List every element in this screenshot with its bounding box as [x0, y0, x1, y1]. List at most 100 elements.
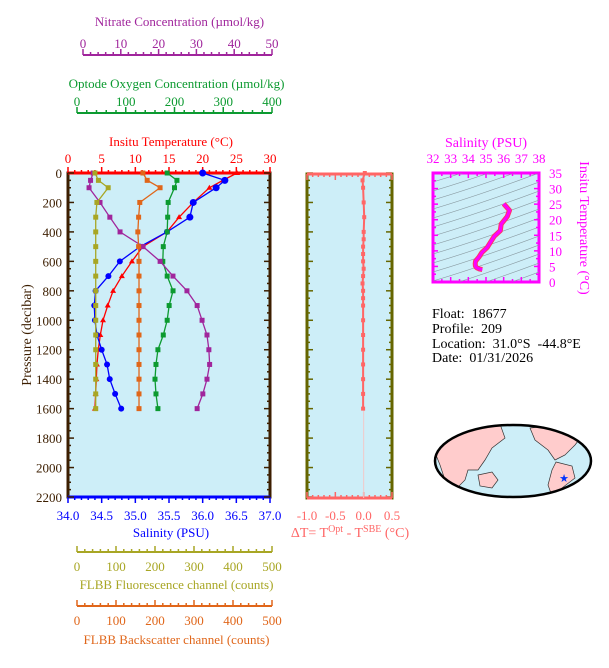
- backscatter-point: [136, 391, 142, 397]
- backscatter-point: [157, 185, 163, 191]
- oxygen-point: [153, 391, 159, 397]
- delta-t-point: [361, 333, 366, 337]
- fluorescence-point: [93, 229, 99, 235]
- delta-tick-label: -0.5: [325, 508, 346, 523]
- delta-t-axis-label: ΔT= TOpt - TSBE (°C): [291, 524, 410, 541]
- oxygen-point: [160, 332, 166, 338]
- backscatter-point: [140, 170, 146, 176]
- delta-t-point: [361, 288, 366, 293]
- temperature-point: [104, 302, 111, 308]
- temperature-tick-label: 30: [264, 151, 277, 166]
- density-contour: [433, 236, 539, 272]
- backscatter-point: [137, 199, 143, 205]
- pressure-tick-label: 800: [43, 284, 63, 299]
- delta-t-point: [361, 318, 366, 323]
- oxygen-point: [170, 288, 176, 294]
- nitrate-point: [206, 347, 212, 353]
- ts-y-axis-label: Insitu Temperature (°C): [576, 161, 591, 295]
- profile-number: Profile: 209: [432, 322, 502, 337]
- temperature-point: [110, 287, 117, 293]
- oxygen-point: [164, 170, 170, 176]
- ts-temperature-tick-label: 10: [549, 244, 562, 259]
- ts-salinity-tick-label: 33: [444, 151, 457, 166]
- fluorescence-point: [93, 317, 99, 323]
- backscatter-point: [136, 273, 142, 279]
- delta-t-point: [361, 185, 366, 190]
- oxygen-point: [164, 317, 170, 323]
- oxygen-point: [172, 185, 177, 191]
- oxygen-point: [160, 258, 166, 264]
- ts-title: Salinity (PSU): [445, 136, 527, 151]
- pressure-tick-label: 2200: [36, 490, 62, 505]
- ts-salinity-tick-label: 36: [497, 151, 511, 166]
- delta-t-point: [361, 406, 366, 411]
- density-contour: [433, 254, 539, 290]
- ts-temperature-tick-label: 25: [549, 197, 562, 212]
- salinity-point: [105, 273, 112, 280]
- ts-temperature-tick-label: 30: [549, 182, 562, 197]
- temperature-axis-title: Insitu Temperature (°C): [109, 134, 233, 149]
- temperature-tick-label: 20: [196, 151, 209, 166]
- delta-t-point: [360, 281, 365, 286]
- oxygen-point: [165, 214, 171, 220]
- fluorescence-tick-label: 0: [74, 559, 81, 574]
- delta-t-point: [361, 362, 366, 367]
- salinity-tick-label: 36.0: [191, 508, 214, 523]
- nitrate-point: [184, 288, 190, 294]
- backscatter-tick-label: 200: [145, 613, 165, 628]
- pressure-tick-label: 200: [43, 195, 63, 210]
- backscatter-point: [136, 332, 142, 338]
- fluorescence-point: [93, 288, 99, 294]
- temperature-tick-label: 15: [163, 151, 176, 166]
- float-id: Float: 18677: [432, 307, 507, 322]
- pressure-tick-label: 400: [43, 225, 63, 240]
- delta-tick-label: -1.0: [297, 508, 318, 523]
- fluorescence-point: [93, 244, 99, 250]
- temperature-point: [100, 317, 107, 323]
- salinity-tick-label: 35.5: [158, 508, 181, 523]
- ts-plot-area: [431, 171, 541, 284]
- delta-t-point: [361, 391, 366, 396]
- oxygen-tick-label: 300: [214, 94, 234, 109]
- nitrate-tick-label: 30: [190, 36, 203, 51]
- temperature-tick-label: 5: [98, 151, 105, 166]
- salinity-tick-label: 37.0: [259, 508, 282, 523]
- fluorescence-point: [93, 347, 99, 353]
- delta-t-point: [361, 266, 366, 271]
- nitrate-point: [86, 185, 92, 191]
- oxygen-point: [155, 406, 161, 412]
- nitrate-axis-title: Nitrate Concentration (µmol/kg): [95, 14, 264, 29]
- density-contour: [433, 182, 539, 218]
- backscatter-tick-label: 300: [184, 613, 204, 628]
- ts-salinity-tick-label: 35: [480, 151, 493, 166]
- salinity-point: [199, 169, 207, 177]
- fluorescence-point: [93, 273, 99, 279]
- salinity-point: [112, 390, 119, 397]
- delta-t-point: [362, 171, 367, 175]
- fluorescence-point: [93, 376, 99, 382]
- fluorescence-point: [93, 303, 99, 309]
- density-contour: [433, 155, 539, 191]
- salinity-point: [212, 184, 220, 192]
- fluorescence-tick-label: 400: [223, 559, 243, 574]
- backscatter-tick-label: 400: [223, 613, 243, 628]
- delta-t-point: [361, 229, 366, 234]
- backscatter-point: [136, 406, 142, 412]
- nitrate-point: [140, 244, 146, 250]
- density-contour: [433, 263, 539, 299]
- backscatter-point: [135, 229, 141, 235]
- oxygen-point: [155, 347, 161, 353]
- backscatter-tick-label: 0: [74, 613, 81, 628]
- nitrate-point: [117, 229, 123, 235]
- pressure-axis-label: Pressure (decibar): [20, 284, 35, 386]
- salinity-point: [189, 198, 197, 206]
- density-contour: [433, 164, 539, 200]
- salinity-tick-label: 35.0: [124, 508, 147, 523]
- backscatter-point: [136, 376, 142, 382]
- delta-t-point: [361, 347, 366, 352]
- oxygen-point: [174, 177, 180, 183]
- delta-t-point: [362, 215, 367, 220]
- nitrate-tick-label: 20: [152, 36, 165, 51]
- oxygen-point: [164, 273, 170, 279]
